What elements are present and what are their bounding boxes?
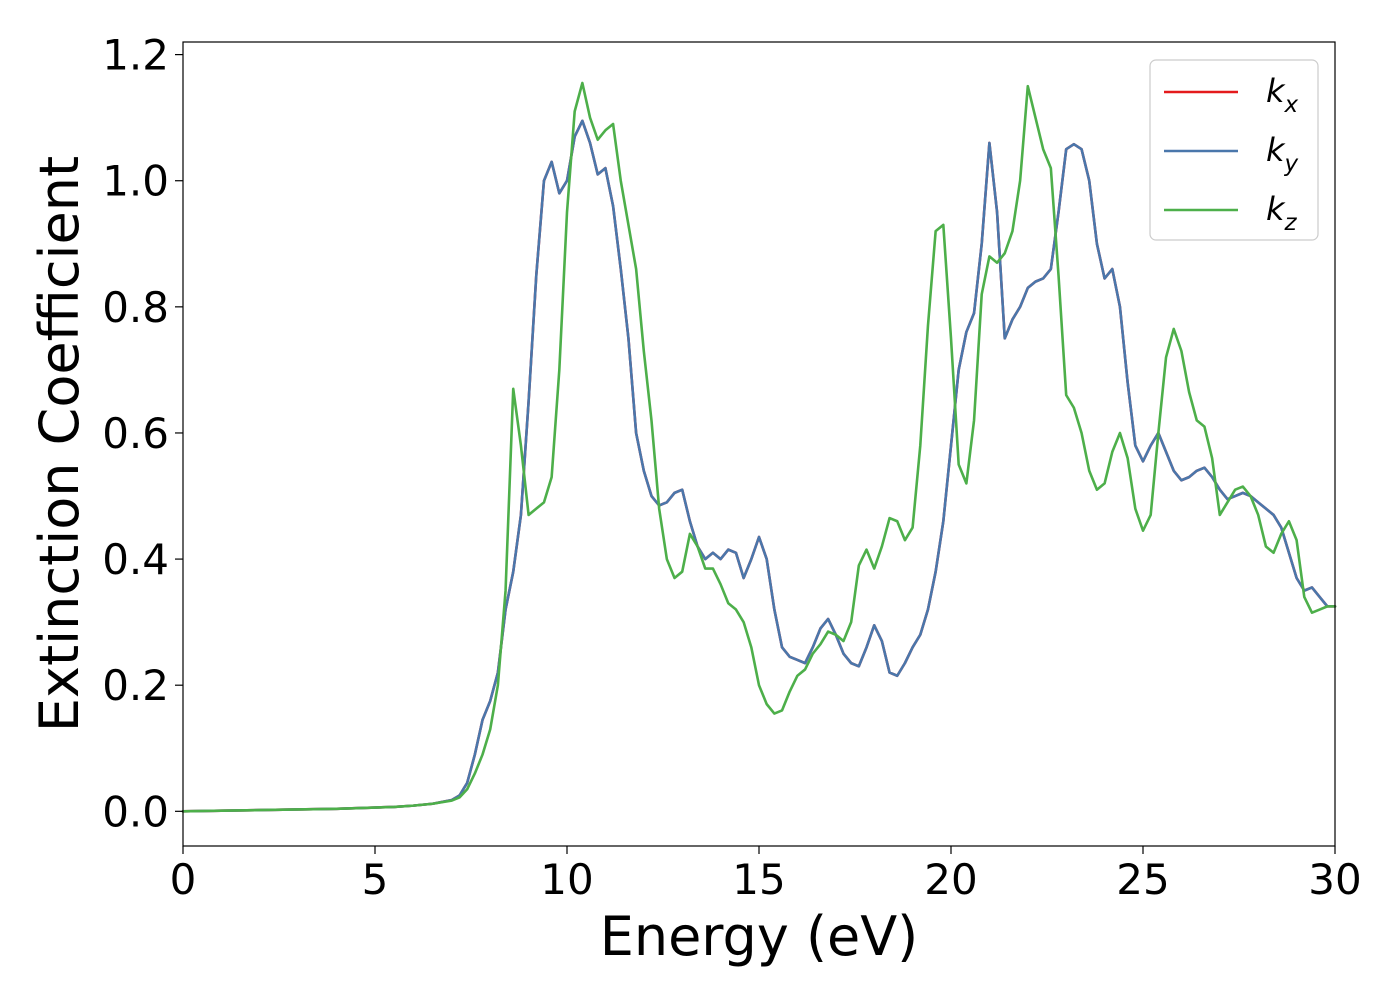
x-tick-label: 15 — [732, 855, 785, 904]
series-line-z — [181, 81, 1337, 813]
legend-label-y: ky — [1266, 131, 1299, 177]
legend: kx ky kz — [1149, 59, 1319, 241]
y-tick-label: 0.4 — [102, 535, 169, 584]
y-tick-label: 0.0 — [102, 787, 169, 836]
y-tick-label: 0.2 — [102, 661, 169, 710]
x-tick-label: 5 — [362, 855, 389, 904]
x-axis-title: Energy (eV) — [600, 905, 919, 968]
x-tick-label: 0 — [170, 855, 197, 904]
x-tick-label: 25 — [1116, 855, 1169, 904]
x-axis: 0 5 10 15 20 25 30 — [170, 846, 1362, 904]
y-tick-label: 1.0 — [102, 157, 169, 206]
x-tick-label: 20 — [924, 855, 977, 904]
legend-label-x: kx — [1266, 72, 1299, 118]
legend-label-z: kz — [1266, 190, 1298, 236]
y-axis-title: Extinction Coefficient — [28, 156, 91, 732]
x-tick-label: 10 — [540, 855, 593, 904]
y-tick-label: 0.8 — [102, 283, 169, 332]
series-line-y — [181, 119, 1337, 813]
y-tick-label: 0.6 — [102, 409, 169, 458]
y-axis: 0.0 0.2 0.4 0.6 0.8 1.0 1.2 — [102, 31, 183, 836]
x-tick-label: 30 — [1308, 855, 1361, 904]
series-layer — [181, 81, 1337, 813]
y-tick-label: 1.2 — [102, 31, 169, 80]
